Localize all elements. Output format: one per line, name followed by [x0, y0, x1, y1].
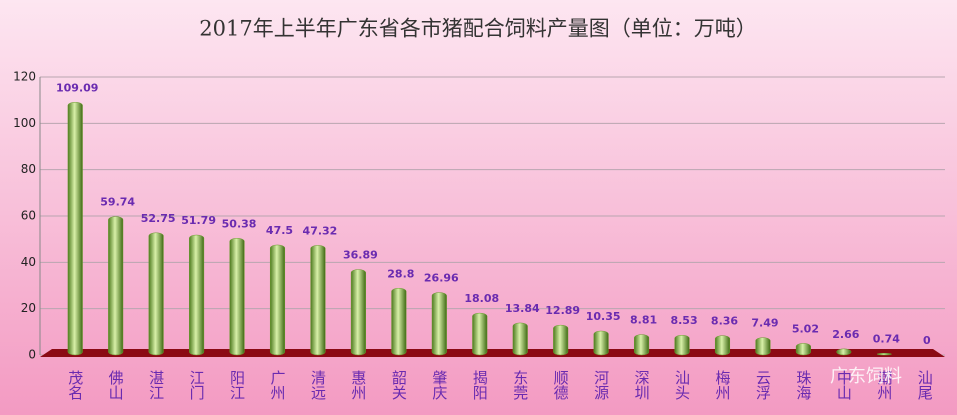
y-tick-label: 0 [28, 348, 36, 362]
value-label: 52.75 [141, 212, 176, 225]
bar [67, 102, 83, 356]
bar [512, 322, 528, 356]
value-label: 2.66 [832, 328, 859, 341]
x-tick-label: 中山 [835, 370, 853, 400]
value-label: 50.38 [222, 217, 257, 230]
y-tick-label: 100 [13, 116, 36, 130]
bar [553, 324, 569, 356]
chart-title: 2017年上半年广东省各市猪配合饲料产量图（单位：万吨） [199, 17, 756, 41]
x-tick-label: 佛山 [107, 370, 125, 400]
bar [836, 348, 852, 356]
x-tick-label: 韶关 [390, 370, 408, 400]
y-tick-label: 80 [21, 162, 36, 176]
x-tick-label: 云浮 [754, 370, 772, 400]
value-label: 59.74 [100, 196, 135, 209]
value-label: 8.53 [670, 314, 697, 327]
value-label: 12.89 [545, 304, 580, 317]
value-label: 109.09 [56, 81, 98, 94]
x-tick-label: 江门 [188, 370, 206, 401]
x-tick-label: 肇庆 [430, 370, 448, 400]
bar [714, 335, 731, 356]
bar [269, 244, 286, 356]
x-tick-label: 茂名 [66, 370, 84, 400]
value-label: 0.74 [873, 332, 900, 345]
x-tick-label: 湛江 [147, 370, 165, 400]
value-label: 51.79 [181, 214, 216, 227]
value-label: 26.96 [424, 272, 459, 285]
value-label: 5.02 [792, 322, 819, 335]
y-tick-label: 60 [21, 209, 36, 223]
bar [593, 330, 609, 356]
bar [391, 288, 407, 356]
x-tick-label: 珠海 [794, 370, 812, 400]
value-label: 7.49 [751, 317, 778, 330]
x-tick-label: 阳江 [228, 370, 246, 400]
bar [350, 269, 366, 356]
value-label: 36.89 [343, 249, 378, 262]
value-label: 10.35 [586, 310, 621, 323]
bar [229, 238, 245, 356]
bar [108, 216, 124, 356]
value-label: 28.8 [387, 267, 414, 280]
x-tick-label: 汕头 [673, 370, 691, 400]
x-tick-label: 梅州 [714, 370, 732, 400]
x-tick-label: 深圳 [633, 370, 651, 400]
bar [148, 232, 164, 356]
x-tick-label: 广州 [269, 370, 287, 400]
x-tick-label: 惠州 [349, 370, 367, 400]
value-label: 47.32 [303, 224, 338, 237]
x-tick-label: 潮州 [875, 370, 893, 400]
x-tick-label: 顺德 [552, 370, 570, 400]
value-label: 13.84 [505, 302, 540, 315]
bar [634, 334, 650, 356]
bar [755, 337, 771, 356]
y-tick-label: 120 [13, 70, 36, 84]
bar [674, 334, 690, 356]
value-label: 8.81 [630, 314, 657, 327]
x-tick-label: 揭阳 [471, 370, 489, 400]
x-tick-label: 汕尾 [916, 370, 934, 401]
bar [431, 292, 447, 356]
x-tick-label: 河源 [592, 370, 610, 400]
bar [795, 343, 811, 356]
bar [189, 234, 205, 356]
x-tick-label: 东莞 [511, 370, 529, 401]
value-label: 0 [923, 334, 931, 347]
y-tick-label: 40 [21, 255, 36, 269]
watermark: 广东饲料 [830, 366, 902, 387]
bar [472, 312, 488, 356]
value-label: 18.08 [464, 292, 499, 305]
bar [876, 353, 892, 356]
bar [310, 245, 326, 356]
value-label: 47.5 [266, 224, 293, 237]
y-tick-label: 20 [21, 301, 36, 315]
x-tick-label: 清远 [309, 370, 327, 401]
value-label: 8.36 [711, 315, 738, 328]
